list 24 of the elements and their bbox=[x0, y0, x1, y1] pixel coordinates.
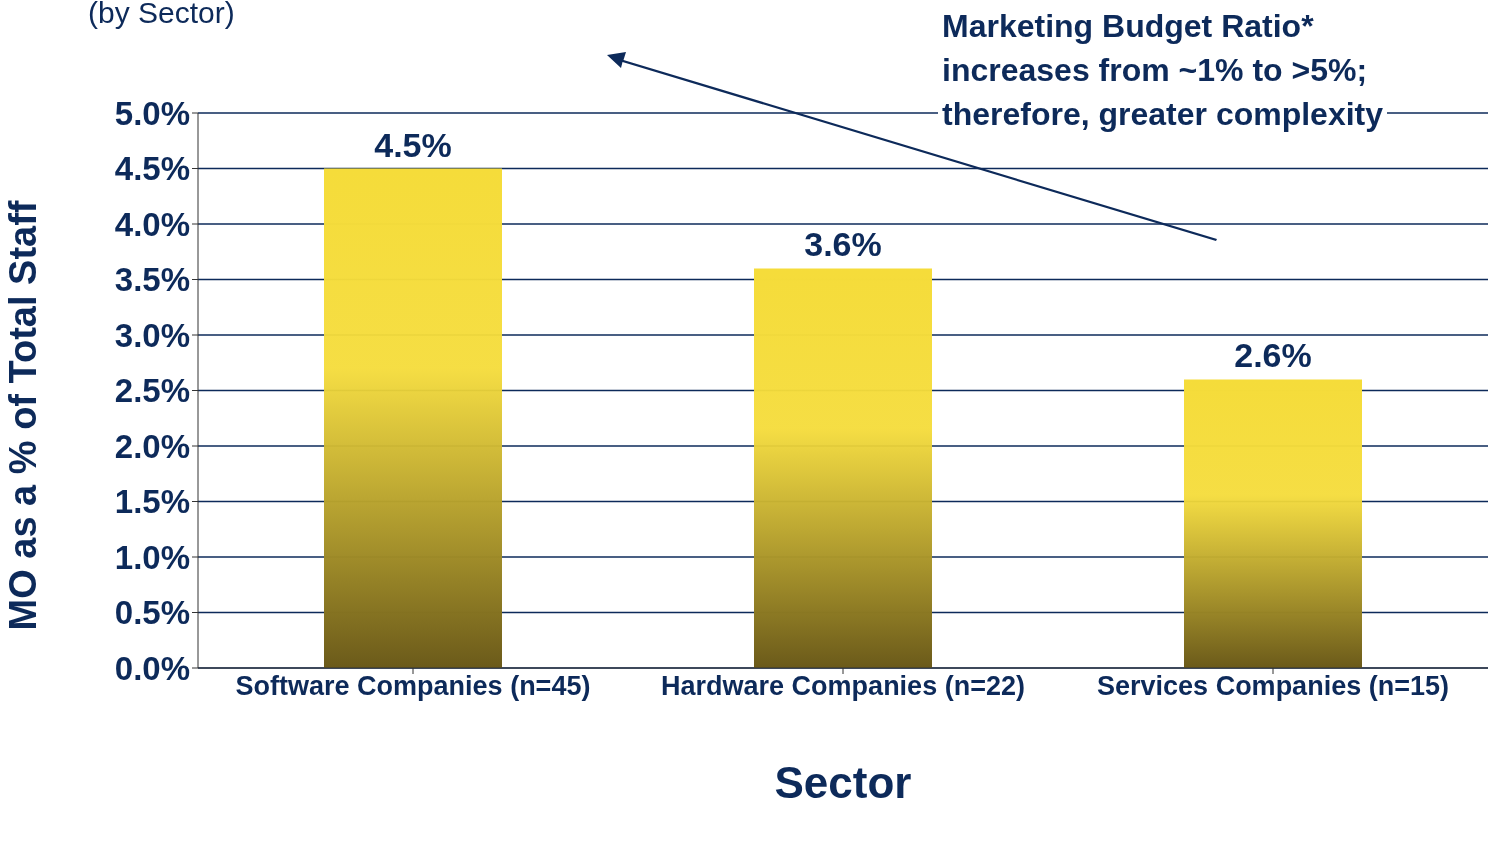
y-tick-label: 4.0% bbox=[114, 205, 190, 243]
data-label: 2.6% bbox=[1234, 336, 1312, 375]
bar bbox=[754, 268, 932, 668]
bar bbox=[324, 168, 502, 668]
y-tick-label: 2.0% bbox=[114, 427, 190, 465]
chart-title: (by Sector) bbox=[88, 0, 235, 30]
annotation: Marketing Budget Ratio* increases from ~1% to >5%; therefore, greater complexity bbox=[938, 4, 1388, 136]
data-label: 4.5% bbox=[374, 125, 452, 164]
y-tick-label: 5.0% bbox=[114, 94, 190, 132]
y-tick-label: 2.5% bbox=[114, 372, 190, 410]
y-tick-label: 4.5% bbox=[114, 150, 190, 188]
y-tick-label: 1.0% bbox=[114, 538, 190, 576]
bar bbox=[1184, 379, 1362, 668]
x-tick-label: Hardware Companies (n=22) bbox=[661, 671, 1025, 702]
y-tick-label: 0.0% bbox=[114, 649, 190, 687]
x-tick-label: Software Companies (n=45) bbox=[235, 671, 591, 702]
y-axis-title: MO as a % of Total Staff bbox=[2, 200, 45, 631]
y-tick-label: 0.5% bbox=[114, 594, 190, 632]
x-axis-title: Sector bbox=[774, 758, 912, 807]
data-label: 3.6% bbox=[804, 225, 882, 264]
x-tick-label: Services Companies (n=15) bbox=[1097, 671, 1449, 702]
y-tick-label: 3.5% bbox=[114, 261, 190, 299]
y-tick-label: 3.0% bbox=[114, 316, 190, 354]
y-tick-label: 1.5% bbox=[114, 483, 190, 521]
